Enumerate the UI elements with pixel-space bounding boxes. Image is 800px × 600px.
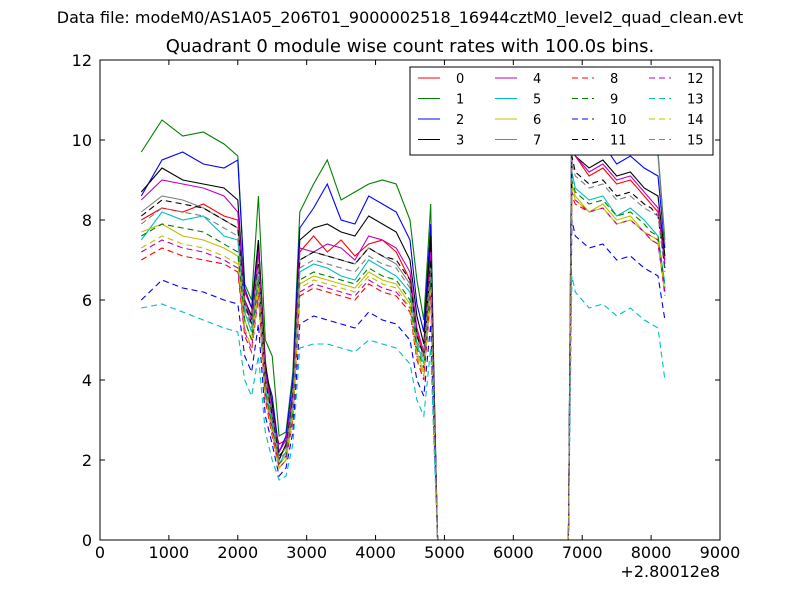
series-line-11 (140, 155, 666, 541)
series-line-14 (141, 187, 666, 541)
y-tick-label: 0 (82, 531, 92, 550)
legend-label-13: 13 (687, 93, 704, 108)
x-tick-label: 5000 (424, 543, 465, 562)
legend-label-15: 15 (687, 134, 704, 149)
x-tick-label: 8000 (631, 543, 672, 562)
y-tick-label: 4 (82, 371, 92, 390)
y-tick-label: 6 (82, 291, 92, 310)
series-line-12 (141, 191, 666, 541)
series-layer (140, 74, 666, 541)
y-tick-label: 12 (72, 51, 92, 70)
x-offset-label: +2.80012e8 (620, 562, 720, 581)
ticks-layer: 0 1000 2000 3000 4000 5000 6000 7000 8000 9000 0 2 4… (72, 51, 741, 562)
x-tick-label: 4000 (355, 543, 396, 562)
series-line-5 (140, 171, 666, 541)
x-tick-label: 2000 (217, 543, 258, 562)
legend-label-8: 8 (610, 72, 618, 87)
x-tick-label: 6000 (493, 543, 534, 562)
series-line-0 (141, 147, 666, 541)
legend-label-11: 11 (610, 134, 627, 149)
series-line-4 (140, 143, 666, 541)
legend-label-14: 14 (687, 113, 704, 128)
series-line-13 (141, 275, 666, 541)
y-tick-label: 8 (82, 211, 92, 230)
legend-label-7: 7 (533, 134, 541, 149)
x-tick-label: 0 (95, 543, 105, 562)
x-tick-label: 7000 (562, 543, 603, 562)
legend-label-1: 1 (456, 93, 464, 108)
x-tick-label: 3000 (286, 543, 327, 562)
legend-label-0: 0 (456, 72, 464, 87)
x-tick-label: 1000 (149, 543, 190, 562)
x-tick-label: 9000 (700, 543, 741, 562)
series-line-9 (141, 179, 666, 541)
legend-label-6: 6 (533, 113, 541, 128)
chart-title: Quadrant 0 module wise count rates with … (165, 36, 655, 57)
legend-label-9: 9 (610, 93, 618, 108)
legend-label-12: 12 (687, 72, 704, 87)
series-line-15 (140, 163, 666, 541)
y-tick-label: 2 (82, 451, 92, 470)
legend-box (409, 66, 714, 156)
legend-label-4: 4 (533, 72, 541, 87)
legend-label-2: 2 (456, 113, 464, 128)
legend-label-10: 10 (610, 113, 627, 128)
legend-label-5: 5 (533, 93, 541, 108)
supertitle: Data file: modeM0/AS1A05_206T01_90000025… (56, 8, 744, 27)
legend-label-3: 3 (456, 134, 464, 149)
series-line-8 (141, 195, 666, 541)
y-tick-label: 10 (72, 131, 92, 150)
